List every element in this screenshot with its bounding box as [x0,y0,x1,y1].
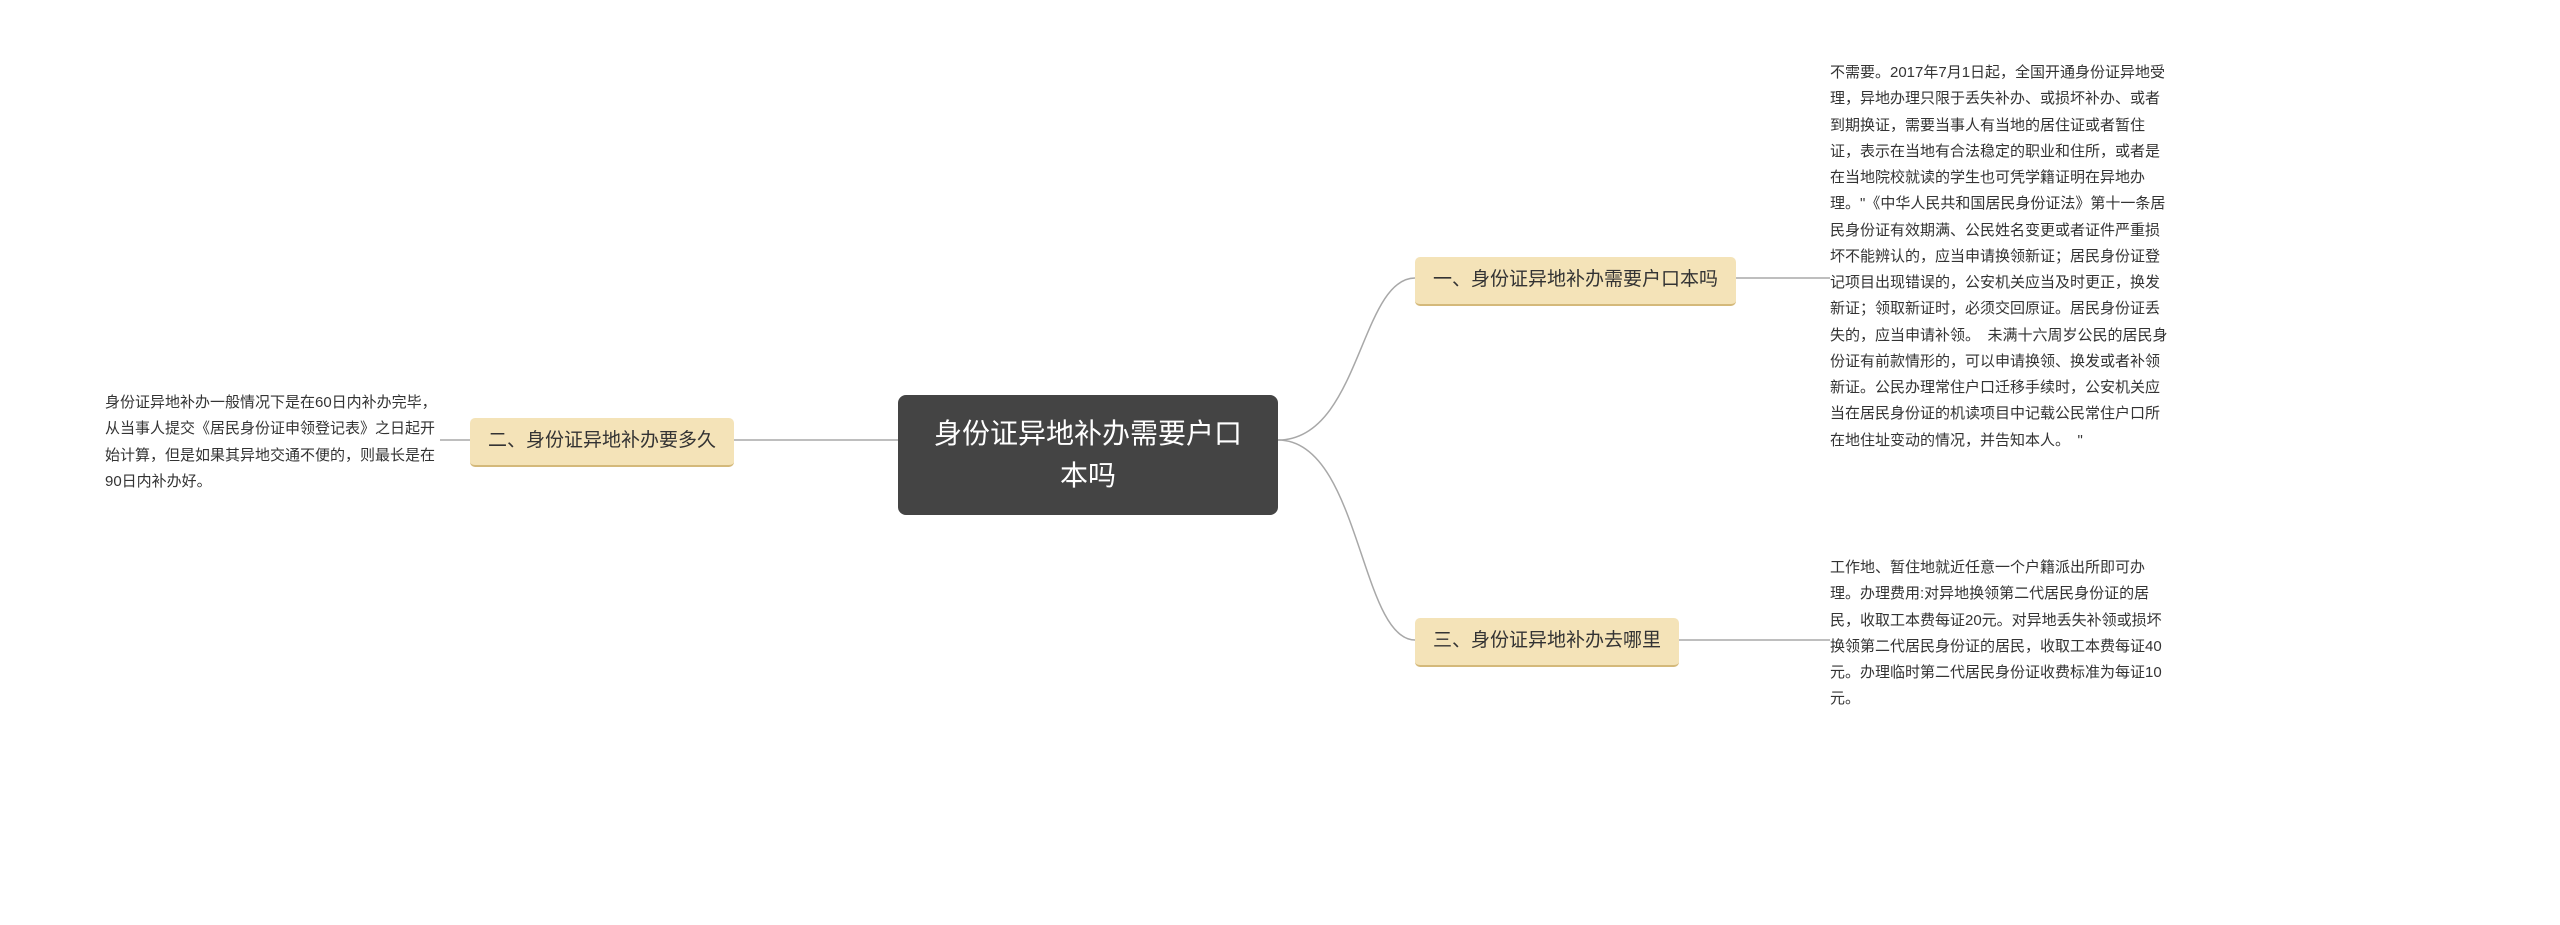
leaf-right-2: 工作地、暂住地就近任意一个户籍派出所即可办理。办理费用:对异地换领第二代居民身份… [1830,555,2170,713]
branch-right-1: 一、身份证异地补办需要户口本吗 [1415,257,1736,306]
leaf-right-1-text: 不需要。2017年7月1日起，全国开通身份证异地受理，异地办理只限于丢失补办、或… [1830,64,2168,449]
branch-left-label: 二、身份证异地补办要多久 [488,430,716,451]
center-node-text: 身份证异地补办需要户口本吗 [934,418,1242,491]
branch-right-2-label: 三、身份证异地补办去哪里 [1433,630,1661,651]
center-node: 身份证异地补办需要户口本吗 [898,395,1278,515]
mindmap-canvas: 身份证异地补办需要户口本吗 二、身份证异地补办要多久 身份证异地补办一般情况下是… [0,0,2560,925]
leaf-right-1: 不需要。2017年7月1日起，全国开通身份证异地受理，异地办理只限于丢失补办、或… [1830,60,2170,454]
branch-left: 二、身份证异地补办要多久 [470,418,734,467]
leaf-left-text: 身份证异地补办一般情况下是在60日内补办完毕，从当事人提交《居民身份证申领登记表… [105,394,437,490]
branch-right-1-label: 一、身份证异地补办需要户口本吗 [1433,269,1718,290]
leaf-right-2-text: 工作地、暂住地就近任意一个户籍派出所即可办理。办理费用:对异地换领第二代居民身份… [1830,559,2162,707]
leaf-left: 身份证异地补办一般情况下是在60日内补办完毕，从当事人提交《居民身份证申领登记表… [105,390,440,495]
branch-right-2: 三、身份证异地补办去哪里 [1415,618,1679,667]
